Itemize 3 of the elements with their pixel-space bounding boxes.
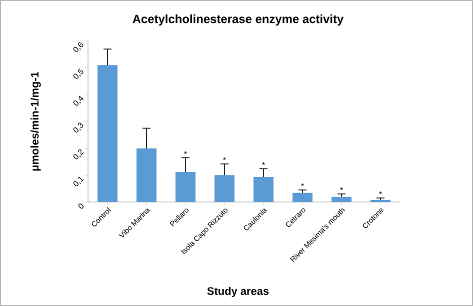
- y-axis-title: μmoles/min-1/mg-1: [30, 72, 41, 171]
- chart-title: Acetylcholinesterase enzyme activity: [132, 14, 344, 26]
- x-axis-title: Study areas: [207, 286, 269, 298]
